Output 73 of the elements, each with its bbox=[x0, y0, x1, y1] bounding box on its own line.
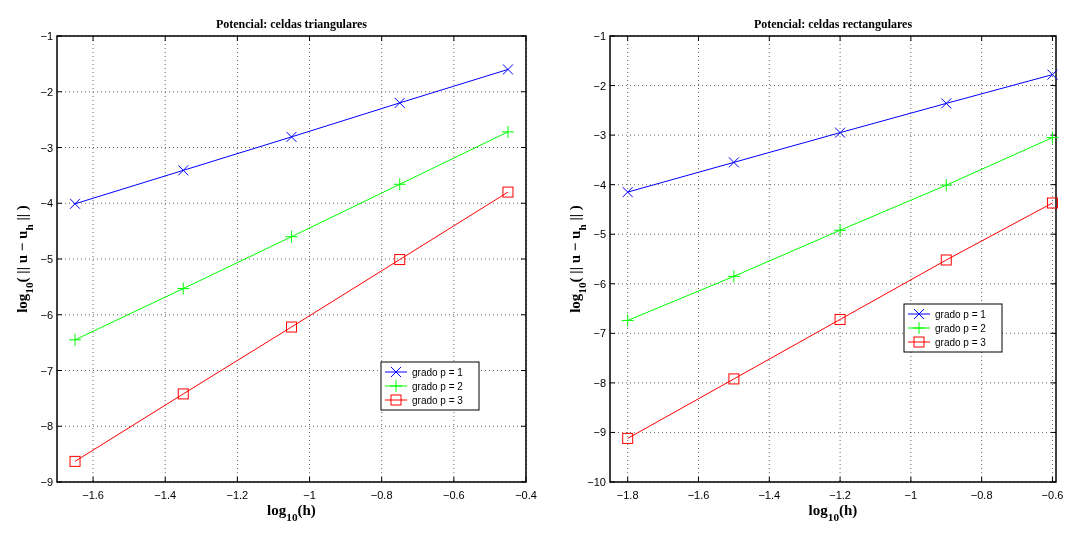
point bbox=[727, 269, 741, 283]
legend-label: grado p = 3 bbox=[412, 395, 464, 406]
x-axis-title: log$_{10}$(h) bbox=[267, 502, 316, 523]
x-tick-label: −0.8 bbox=[970, 489, 993, 501]
legend-label: grado p = 2 bbox=[412, 381, 464, 392]
point bbox=[622, 186, 634, 198]
y-tick-label: −6 bbox=[593, 277, 606, 290]
point bbox=[394, 97, 406, 109]
y-tick-label: −3 bbox=[40, 141, 53, 154]
point bbox=[940, 254, 952, 266]
point bbox=[502, 63, 514, 75]
x-tick-label: −0.4 bbox=[515, 489, 537, 501]
point bbox=[1045, 131, 1059, 145]
legend-label: grado p = 1 bbox=[935, 309, 987, 320]
point bbox=[502, 186, 514, 198]
point bbox=[833, 223, 847, 237]
point bbox=[1046, 69, 1058, 81]
x-axis-title: log$_{10}$(h) bbox=[808, 502, 858, 523]
point bbox=[728, 373, 740, 385]
legend-label: grado p = 1 bbox=[412, 367, 464, 378]
y-tick-label: −5 bbox=[40, 253, 53, 265]
y-tick-label: −2 bbox=[593, 79, 606, 92]
y-tick-label: −8 bbox=[593, 376, 606, 389]
chart-title: Potencial: celdas rectangulares bbox=[753, 17, 913, 31]
point bbox=[69, 198, 81, 210]
point bbox=[1046, 197, 1058, 209]
x-tick-label: −1 bbox=[303, 489, 316, 501]
point bbox=[177, 164, 189, 176]
x-tick-label: −1.2 bbox=[226, 489, 249, 501]
x-tick-label: −1.2 bbox=[829, 489, 851, 501]
y-tick-label: −7 bbox=[40, 364, 53, 377]
point bbox=[177, 388, 189, 400]
y-tick-label: −3 bbox=[593, 129, 606, 142]
y-tick-label: −1 bbox=[40, 30, 53, 42]
y-tick-label: −4 bbox=[593, 178, 606, 191]
y-tick-label: −9 bbox=[40, 476, 53, 488]
point bbox=[728, 156, 740, 168]
point bbox=[501, 125, 515, 139]
x-tick-label: −1.4 bbox=[154, 489, 177, 501]
x-tick-label: −0.8 bbox=[370, 489, 393, 501]
x-tick-label: −0.6 bbox=[1041, 489, 1064, 501]
y-tick-label: −8 bbox=[40, 420, 53, 433]
point bbox=[834, 313, 846, 325]
y-tick-label: −9 bbox=[593, 426, 606, 439]
y-tick-label: −5 bbox=[593, 228, 606, 241]
point bbox=[176, 282, 190, 296]
point bbox=[622, 432, 634, 444]
point bbox=[285, 230, 298, 244]
x-tick-label: −1.4 bbox=[758, 489, 781, 501]
y-tick-label: −2 bbox=[40, 85, 53, 98]
x-tick-label: −0.6 bbox=[442, 489, 465, 501]
point bbox=[68, 333, 82, 347]
x-tick-label: −1.6 bbox=[687, 489, 710, 501]
x-tick-label: −1.6 bbox=[82, 489, 104, 501]
point bbox=[393, 177, 407, 191]
y-tick-label: −4 bbox=[40, 197, 53, 210]
x-tick-label: −1.8 bbox=[616, 489, 639, 501]
point bbox=[939, 178, 953, 192]
chart-title: Potencial: celdas triangulares bbox=[215, 17, 368, 31]
point bbox=[621, 313, 635, 327]
point bbox=[69, 455, 81, 467]
point bbox=[286, 321, 297, 333]
point bbox=[940, 97, 952, 109]
point bbox=[394, 254, 406, 266]
legend-label: grado p = 3 bbox=[935, 337, 987, 348]
point bbox=[286, 131, 297, 143]
legend-label: grado p = 2 bbox=[935, 323, 987, 334]
y-tick-label: −1 bbox=[593, 30, 606, 42]
y-tick-label: −10 bbox=[587, 476, 606, 488]
point bbox=[834, 127, 846, 139]
y-tick-label: −6 bbox=[40, 308, 53, 321]
y-tick-label: −7 bbox=[593, 327, 606, 340]
x-tick-label: −1 bbox=[904, 489, 918, 501]
